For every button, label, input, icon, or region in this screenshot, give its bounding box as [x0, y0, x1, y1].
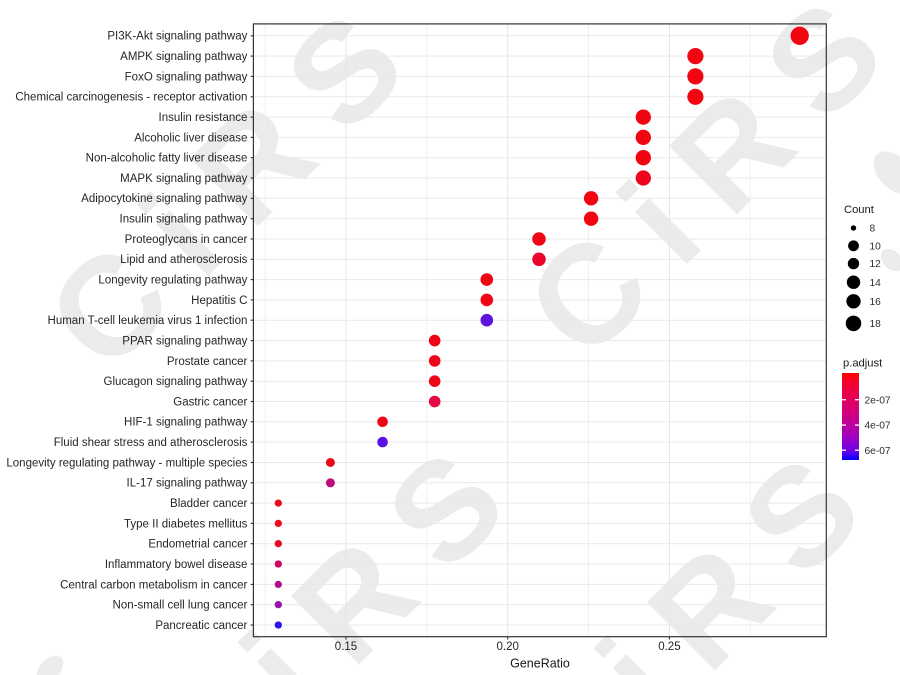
svg-text:18: 18: [870, 319, 882, 330]
svg-text:Inflammatory bowel disease: Inflammatory bowel disease: [105, 559, 248, 571]
svg-text:16: 16: [870, 297, 882, 308]
svg-text:Longevity regulating pathway: Longevity regulating pathway: [98, 275, 247, 287]
svg-text:Pancreatic cancer: Pancreatic cancer: [155, 620, 247, 632]
svg-text:Proteoglycans in cancer: Proteoglycans in cancer: [125, 234, 248, 246]
svg-text:Count: Count: [844, 204, 875, 216]
svg-text:Insulin signaling pathway: Insulin signaling pathway: [120, 214, 248, 226]
svg-text:2e-07: 2e-07: [865, 395, 891, 406]
svg-text:Adipocytokine signaling pathwa: Adipocytokine signaling pathway: [81, 193, 247, 205]
svg-text:IL-17 signaling pathway: IL-17 signaling pathway: [127, 478, 248, 490]
svg-text:Chemical carcinogenesis - rece: Chemical carcinogenesis - receptor activ…: [15, 92, 247, 104]
svg-text:Non-small cell lung cancer: Non-small cell lung cancer: [113, 600, 248, 612]
svg-text:Gastric cancer: Gastric cancer: [173, 396, 247, 408]
svg-text:PI3K-Akt signaling pathway: PI3K-Akt signaling pathway: [107, 31, 247, 43]
svg-text:GeneRatio: GeneRatio: [510, 657, 570, 671]
svg-text:p.adjust: p.adjust: [843, 358, 883, 370]
svg-text:Hepatitis C: Hepatitis C: [191, 295, 247, 307]
svg-text:0.20: 0.20: [497, 641, 519, 653]
svg-text:14: 14: [870, 278, 882, 289]
svg-text:Central carbon metabolism in c: Central carbon metabolism in cancer: [60, 579, 247, 591]
svg-text:0.15: 0.15: [335, 641, 357, 653]
svg-text:0.25: 0.25: [658, 641, 680, 653]
svg-text:AMPK signaling pathway: AMPK signaling pathway: [120, 51, 247, 63]
svg-text:4e-07: 4e-07: [865, 421, 891, 432]
svg-text:Bladder cancer: Bladder cancer: [170, 498, 248, 510]
svg-text:HIF-1 signaling pathway: HIF-1 signaling pathway: [124, 417, 248, 429]
svg-text:Glucagon signaling pathway: Glucagon signaling pathway: [104, 376, 248, 388]
svg-text:FoxO signaling pathway: FoxO signaling pathway: [125, 71, 248, 83]
svg-text:Alcoholic liver disease: Alcoholic liver disease: [134, 132, 247, 144]
svg-text:Insulin resistance: Insulin resistance: [159, 112, 248, 124]
svg-text:10: 10: [870, 241, 882, 252]
svg-text:6e-07: 6e-07: [865, 446, 891, 457]
svg-text:Prostate cancer: Prostate cancer: [167, 356, 248, 368]
svg-text:8: 8: [870, 224, 876, 235]
svg-text:Fluid shear stress and atheros: Fluid shear stress and atherosclerosis: [54, 437, 248, 449]
svg-text:Human T-cell leukemia virus 1: Human T-cell leukemia virus 1 infection: [48, 315, 248, 327]
svg-text:PPAR signaling pathway: PPAR signaling pathway: [122, 336, 247, 348]
svg-text:Type II diabetes mellitus: Type II diabetes mellitus: [124, 518, 248, 530]
svg-text:Non-alcoholic fatty liver dise: Non-alcoholic fatty liver disease: [86, 153, 248, 165]
svg-text:MAPK signaling pathway: MAPK signaling pathway: [120, 173, 247, 185]
svg-text:12: 12: [870, 259, 882, 270]
svg-text:Longevity regulating pathway -: Longevity regulating pathway - multiple …: [6, 457, 247, 469]
svg-text:Endometrial cancer: Endometrial cancer: [148, 539, 247, 551]
svg-text:Lipid and atherosclerosis: Lipid and atherosclerosis: [120, 254, 247, 266]
